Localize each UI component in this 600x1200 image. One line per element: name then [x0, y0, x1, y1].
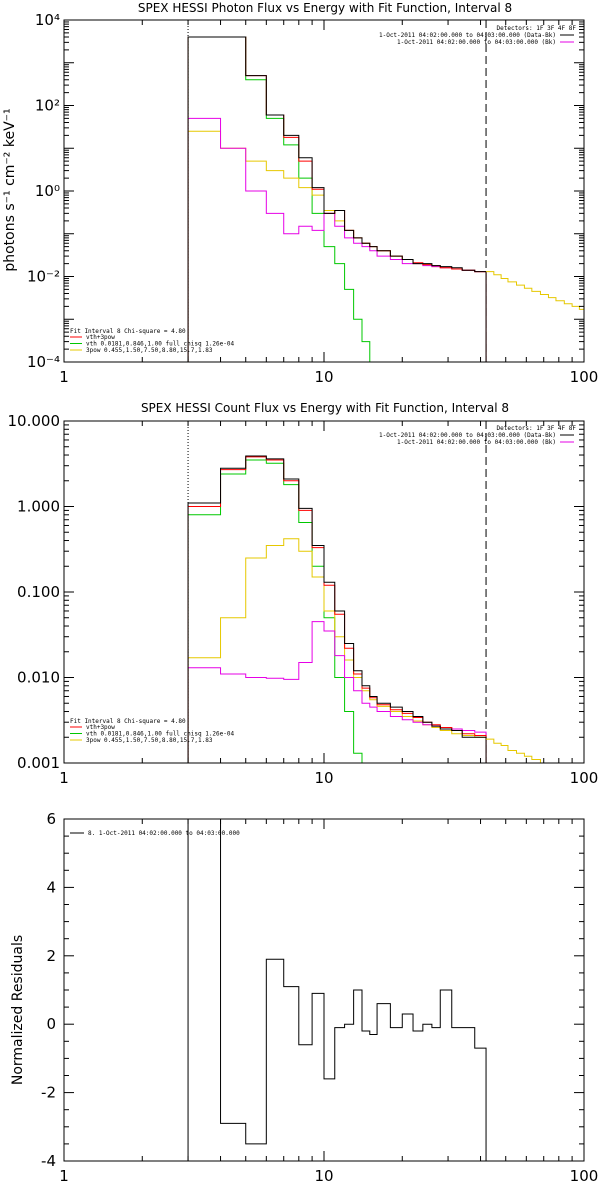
series-line-1 — [187, 36, 487, 362]
x-tick-label: 1 — [59, 769, 69, 787]
y-tick-label: 10.000 — [8, 412, 61, 430]
axes-residuals: 1 10 100 -4 -2 0 2 4 6 — [41, 810, 598, 1185]
series-line-2 — [187, 36, 378, 362]
series-line-3pow-tail — [486, 738, 549, 763]
y-tick-label: 0 — [46, 1015, 56, 1033]
y-tick-label: 6 — [46, 810, 56, 828]
x-tick-label: 100 — [570, 1167, 599, 1185]
panel-residuals: Normalized Residuals 1 10 100 -4 -2 0 2 4 6 8. 1… — [10, 810, 598, 1185]
panel-photon-flux: SPEX HESSI Photon Flux vs Energy with Fi… — [2, 1, 598, 386]
y-tick-label: 10⁻⁴ — [27, 353, 60, 371]
series-line-3pow-tail — [486, 271, 584, 310]
x-tick-label: 10 — [314, 368, 333, 386]
series-line-0 — [187, 819, 487, 1161]
series-line-4 — [187, 621, 487, 763]
bk-label-photon: 1-Oct-2011 04:02:00.000 to 04:03:00.000 … — [397, 39, 556, 46]
series-line-4 — [187, 117, 487, 362]
chart-title-count: SPEX HESSI Count Flux vs Energy with Fit… — [141, 401, 509, 415]
y-tick-label: 10² — [35, 97, 60, 115]
y-tick-label: 0.001 — [17, 754, 60, 772]
y-tick-label: 0.010 — [17, 669, 60, 687]
plot-area-residuals — [187, 819, 487, 1161]
x-tick-label: 1 — [59, 1167, 69, 1185]
y-tick-label: 2 — [46, 947, 56, 965]
plot-area-count — [187, 421, 549, 763]
series-line-3 — [187, 538, 487, 763]
x-tick-label: 1 — [59, 368, 69, 386]
series-line-2 — [187, 459, 363, 763]
axes-count: 1 10 100 0.001 0.010 0.100 1.000 10.000 — [8, 412, 599, 787]
plot-area-photon — [187, 20, 584, 362]
y-tick-label: 1.000 — [17, 498, 60, 516]
series-line-1 — [187, 456, 487, 763]
detectors-label-photon: Detectors: 1F 3F 4F 8F — [497, 25, 577, 32]
y-axis-label-photon: photons s⁻¹ cm⁻² keV⁻¹ — [2, 108, 18, 271]
x-tick-label: 100 — [570, 368, 599, 386]
y-axis-label-residuals: Normalized Residuals — [10, 935, 26, 1085]
annotations-photon: Detectors: 1F 3F 4F 8F 1-Oct-2011 04:02:… — [70, 25, 576, 335]
x-tick-label: 10 — [314, 1167, 333, 1185]
y-tick-label: 10⁴ — [35, 11, 60, 29]
data-bk-label-photon: 1-Oct-2011 04:02:00.000 to 04:03:00.000 … — [379, 32, 556, 39]
series-line-0 — [187, 455, 487, 763]
legend-label: vth 0.0181,0.846,1.00 full chisq 1.26e-0… — [86, 731, 234, 738]
bk-label-count: 1-Oct-2011 04:02:00.000 to 04:03:00.000 … — [397, 439, 556, 446]
legend-label: 3pow 0.455,1.50,7.50,8.80,15.7,1.83 — [86, 737, 213, 744]
legend-title-count: Fit Interval 8 Chi-square = 4.80 — [70, 718, 186, 725]
x-tick-label: 100 — [570, 769, 599, 787]
legend-label: 3pow 0.455,1.50,7.50,8.80,15.7,1.83 — [86, 347, 213, 354]
series-line-0 — [187, 36, 487, 362]
y-tick-label: -4 — [41, 1152, 56, 1170]
legend-title-photon: Fit Interval 8 Chi-square = 4.80 — [70, 328, 186, 335]
legend-label: vth+3pow — [86, 334, 115, 341]
y-tick-label: 4 — [46, 878, 56, 896]
y-tick-label: 0.100 — [17, 583, 60, 601]
axes-photon: 1 10 100 10⁻⁴ 10⁻² 10⁰ 10² 10⁴ — [27, 11, 598, 386]
y-tick-label: 10⁰ — [35, 182, 60, 200]
residual-legend-label: 8. 1-Oct-2011 04:02:00.000 to 04:03:00.0… — [88, 830, 240, 837]
detectors-label-count: Detectors: 1F 3F 4F 8F — [497, 425, 577, 432]
x-tick-label: 10 — [314, 769, 333, 787]
legend-label: vth 0.0181,0.846,1.00 full chisq 1.26e-0… — [86, 341, 234, 348]
series-line-3 — [187, 130, 487, 362]
plot-frame-residuals — [63, 818, 585, 1162]
y-tick-label: -2 — [41, 1084, 56, 1102]
data-bk-label-count: 1-Oct-2011 04:02:00.000 to 04:03:00.000 … — [379, 432, 556, 439]
chart-title-photon: SPEX HESSI Photon Flux vs Energy with Fi… — [138, 1, 512, 15]
panel-count-flux: SPEX HESSI Count Flux vs Energy with Fit… — [8, 401, 599, 787]
legend-label: vth+3pow — [86, 724, 115, 731]
y-tick-label: 10⁻² — [27, 268, 60, 286]
annotations-count: Detectors: 1F 3F 4F 8F 1-Oct-2011 04:02:… — [70, 425, 576, 725]
annotations-residuals: 8. 1-Oct-2011 04:02:00.000 to 04:03:00.0… — [70, 830, 240, 837]
